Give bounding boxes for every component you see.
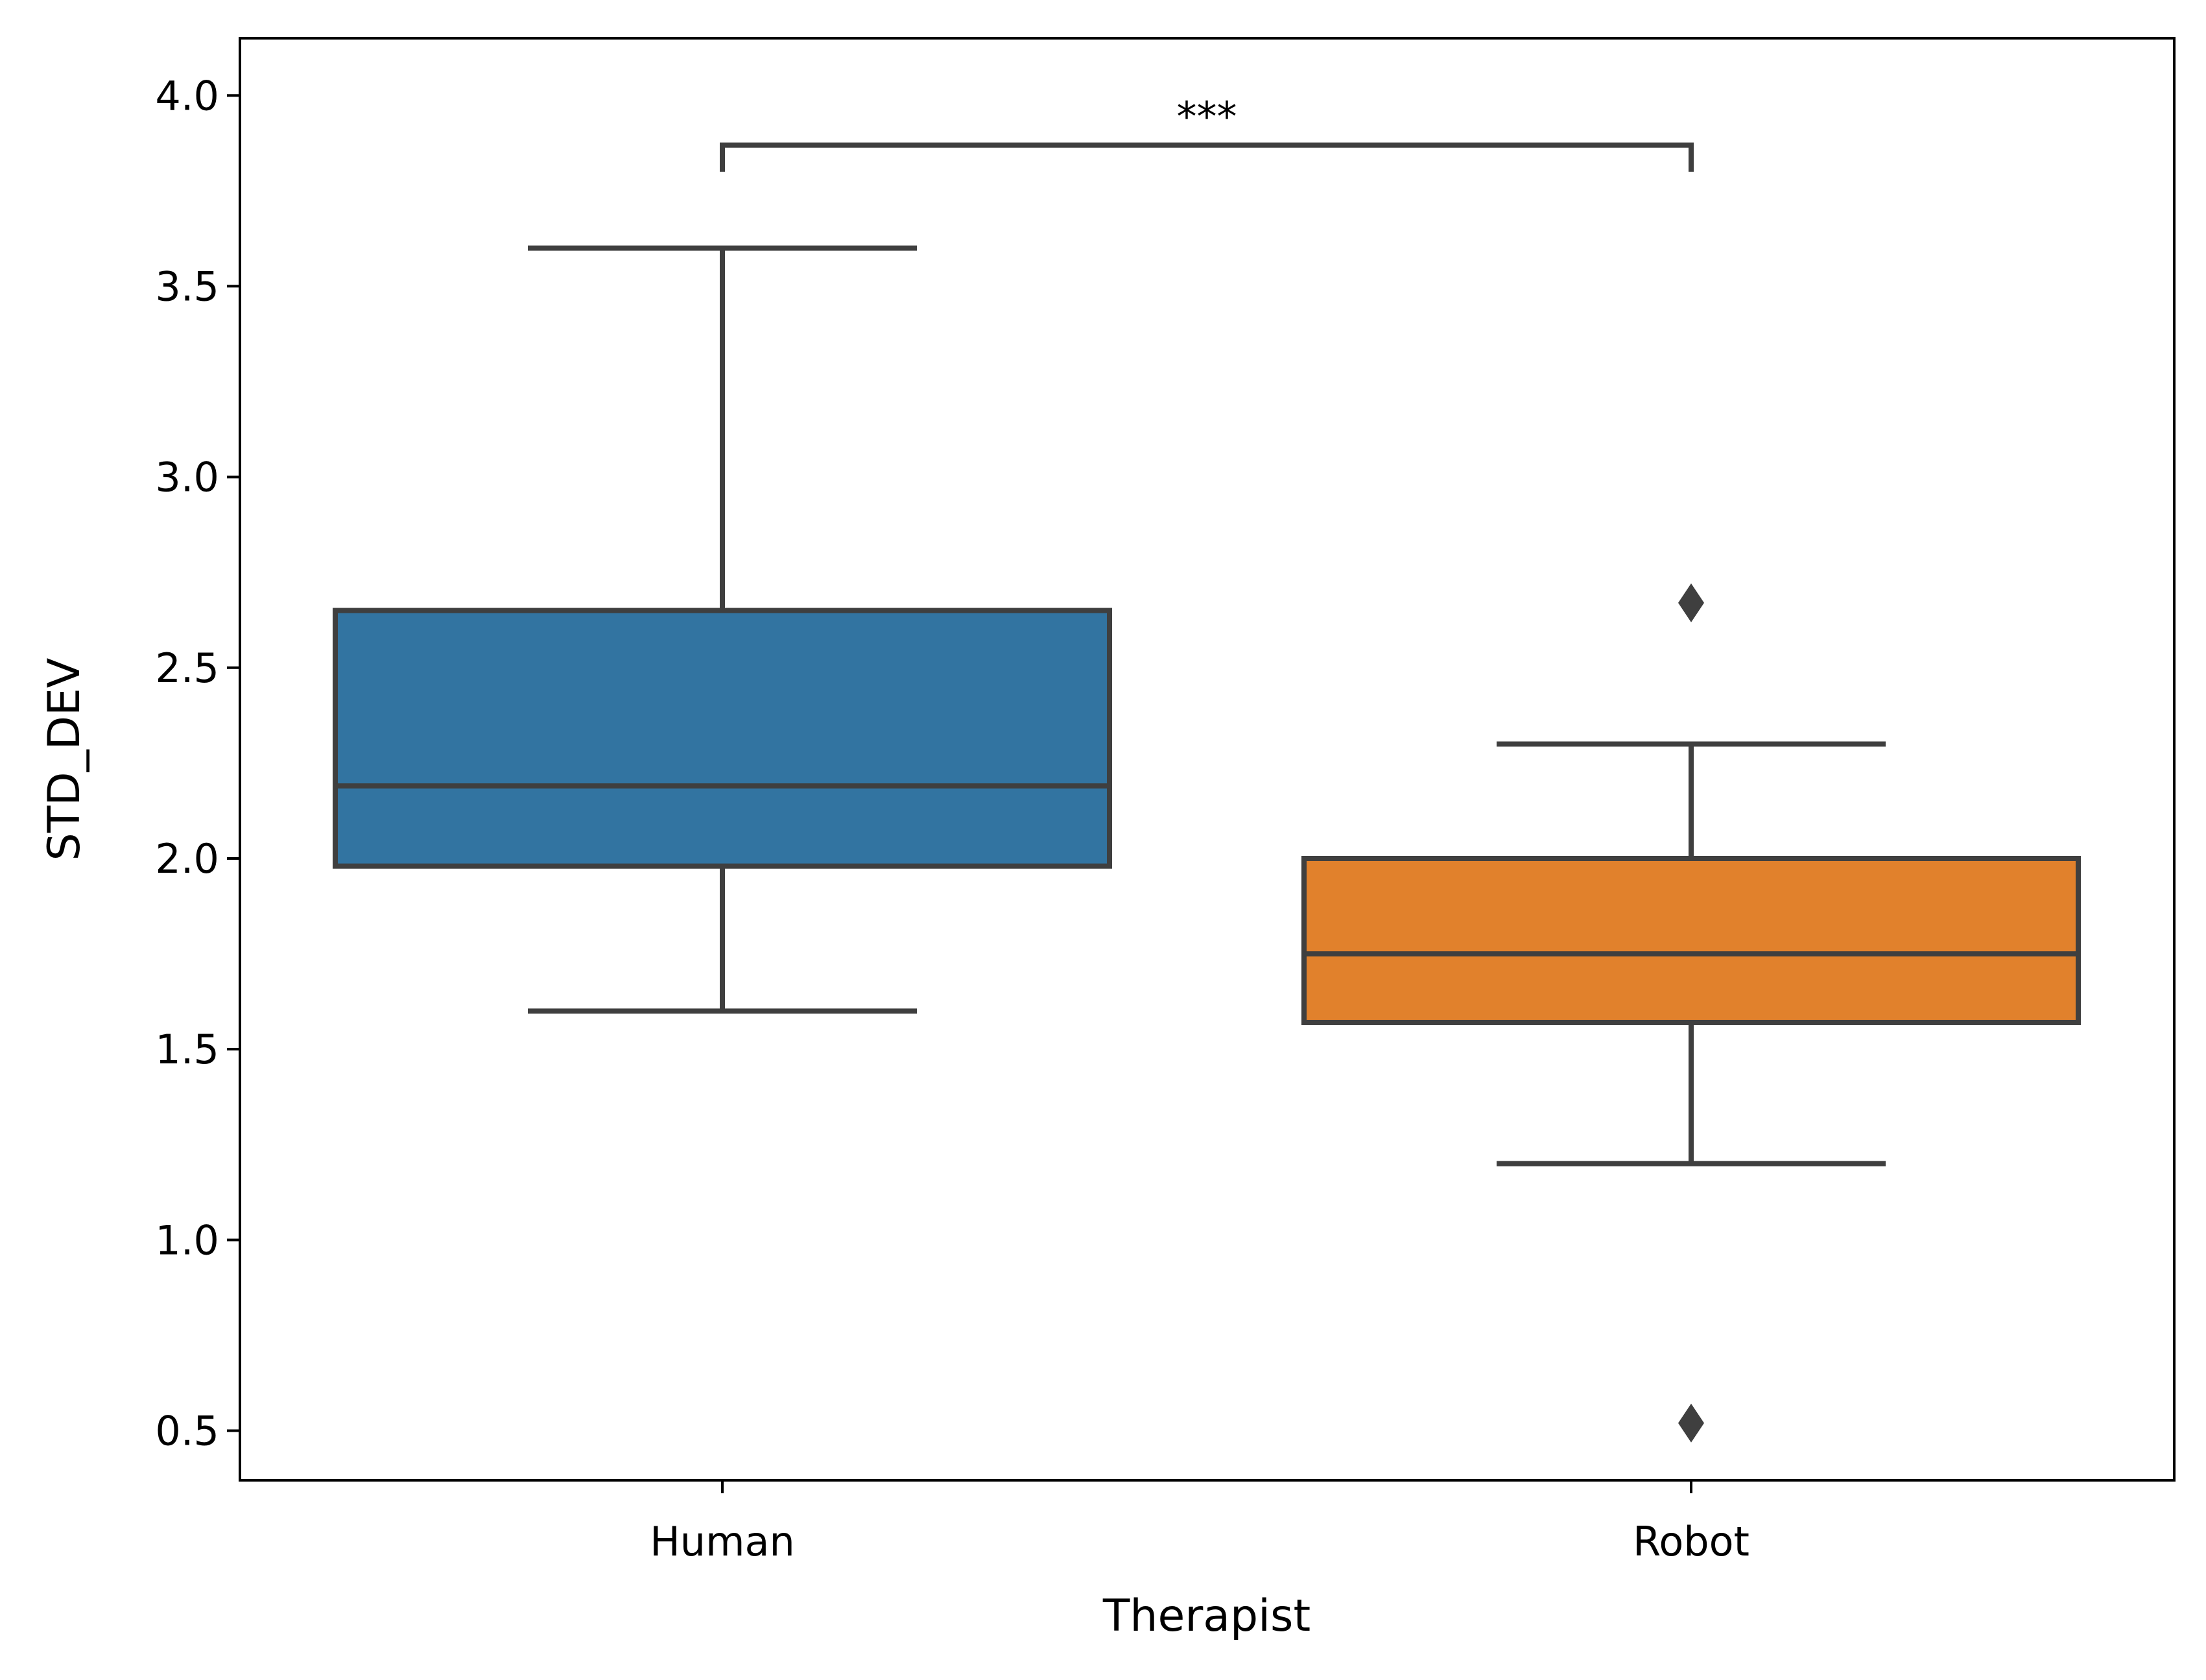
y-tick-label: 4.0 <box>155 72 219 119</box>
outlier-marker <box>1678 583 1704 622</box>
box-group-robot <box>1301 583 2081 1443</box>
iqr-box <box>1301 855 2081 1025</box>
significance-bracket <box>720 142 1694 172</box>
plot-marks: *** <box>333 93 2081 1443</box>
iqr-box <box>333 608 1112 869</box>
outlier-marker <box>1678 1403 1704 1443</box>
significance-label: *** <box>1177 93 1237 141</box>
y-tick-label: 2.0 <box>155 835 219 882</box>
y-axis: 0.5 1.0 1.5 2.0 2.5 3.0 3.5 4.0 <box>155 72 240 1455</box>
plot-frame <box>239 37 2176 1482</box>
y-axis-label: STD_DEV <box>39 658 90 861</box>
y-tick-label: 3.0 <box>155 454 219 501</box>
x-axis-label: Therapist <box>1102 1591 1311 1642</box>
y-tick-label: 2.5 <box>155 645 219 692</box>
y-tick-label: 1.0 <box>155 1216 219 1264</box>
box-group-human <box>333 245 1112 1014</box>
x-tick-label: Robot <box>1633 1518 1749 1565</box>
x-axis: Human Robot <box>650 1480 1749 1565</box>
y-tick-label: 1.5 <box>155 1026 219 1073</box>
x-tick-label: Human <box>650 1518 795 1565</box>
y-tick-label: 0.5 <box>155 1408 219 1455</box>
y-tick-label: 3.5 <box>155 263 219 310</box>
